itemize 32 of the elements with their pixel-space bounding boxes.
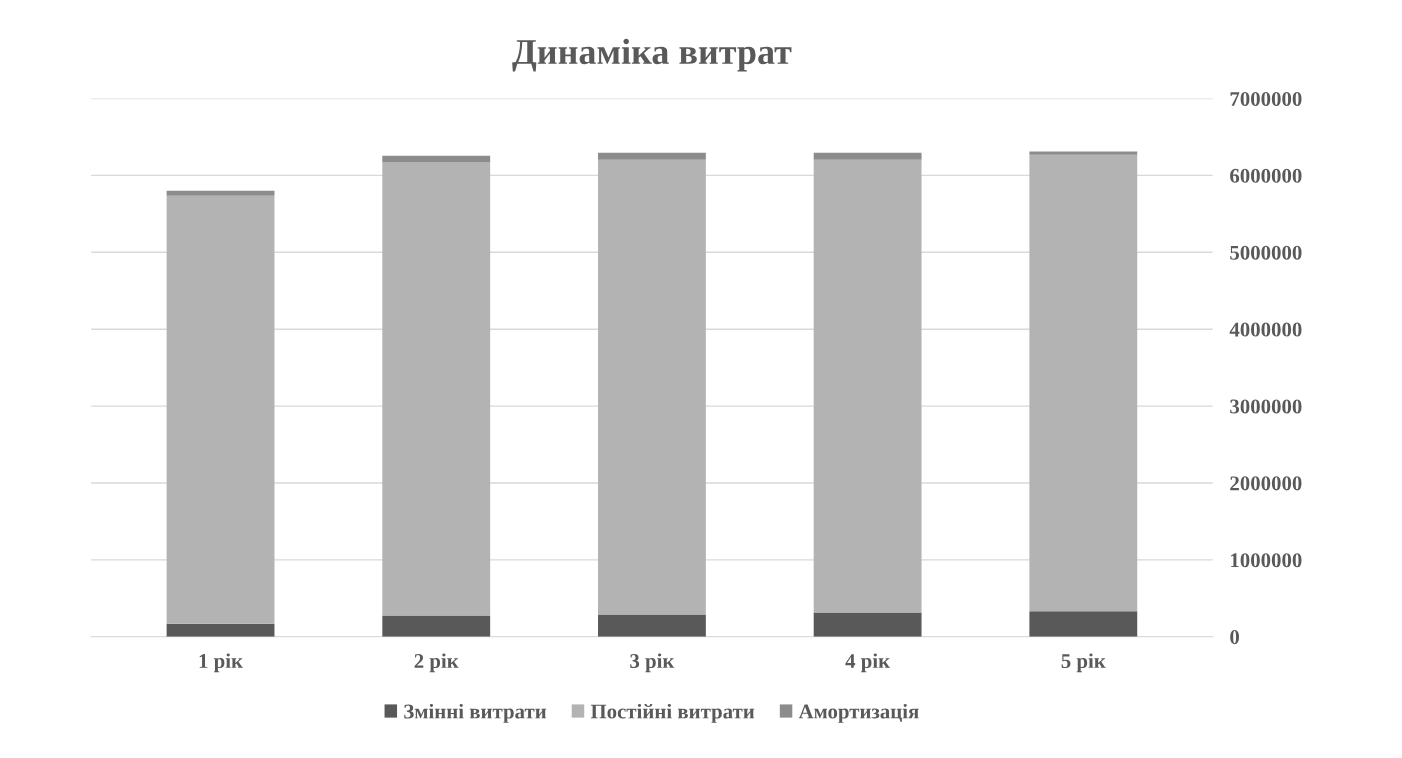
bar — [166, 190, 275, 196]
x-tick-label: 3 рік — [630, 653, 675, 673]
bar — [1029, 611, 1138, 637]
y-tick-label: 7000000 — [1230, 91, 1302, 106]
x-tick-label: 2 рік — [414, 653, 459, 673]
legend-label: Амортизація — [798, 703, 919, 723]
legend-label: Постійні витрати — [590, 703, 755, 723]
bar — [813, 612, 922, 637]
x-tick-label: 5 рік — [1061, 653, 1106, 673]
legend-label: Змінні витрати — [404, 703, 547, 723]
bar — [598, 159, 706, 615]
x-tick-label: 1 рік — [199, 653, 244, 673]
bar — [813, 152, 922, 160]
bar — [382, 615, 491, 637]
y-tick-label: 6000000 — [1230, 168, 1302, 183]
y-tick-label: 0 — [1230, 630, 1240, 645]
y-tick-label: 5000000 — [1230, 245, 1302, 260]
bar — [1029, 154, 1138, 612]
chart-title: Динаміка витрат — [512, 38, 792, 72]
x-tick-label: 4 рік — [845, 653, 891, 673]
y-tick-label: 4000000 — [1229, 322, 1302, 337]
y-tick-label: 3000000 — [1230, 399, 1302, 414]
bar — [598, 614, 706, 637]
bar — [166, 623, 275, 637]
bar — [382, 155, 491, 162]
bar — [598, 152, 706, 160]
y-tick-label: 1000000 — [1231, 553, 1302, 568]
y-tick-label: 2000000 — [1230, 476, 1302, 491]
bar — [382, 161, 491, 616]
bar — [166, 195, 275, 624]
bar — [1029, 151, 1138, 155]
bar — [813, 159, 922, 613]
